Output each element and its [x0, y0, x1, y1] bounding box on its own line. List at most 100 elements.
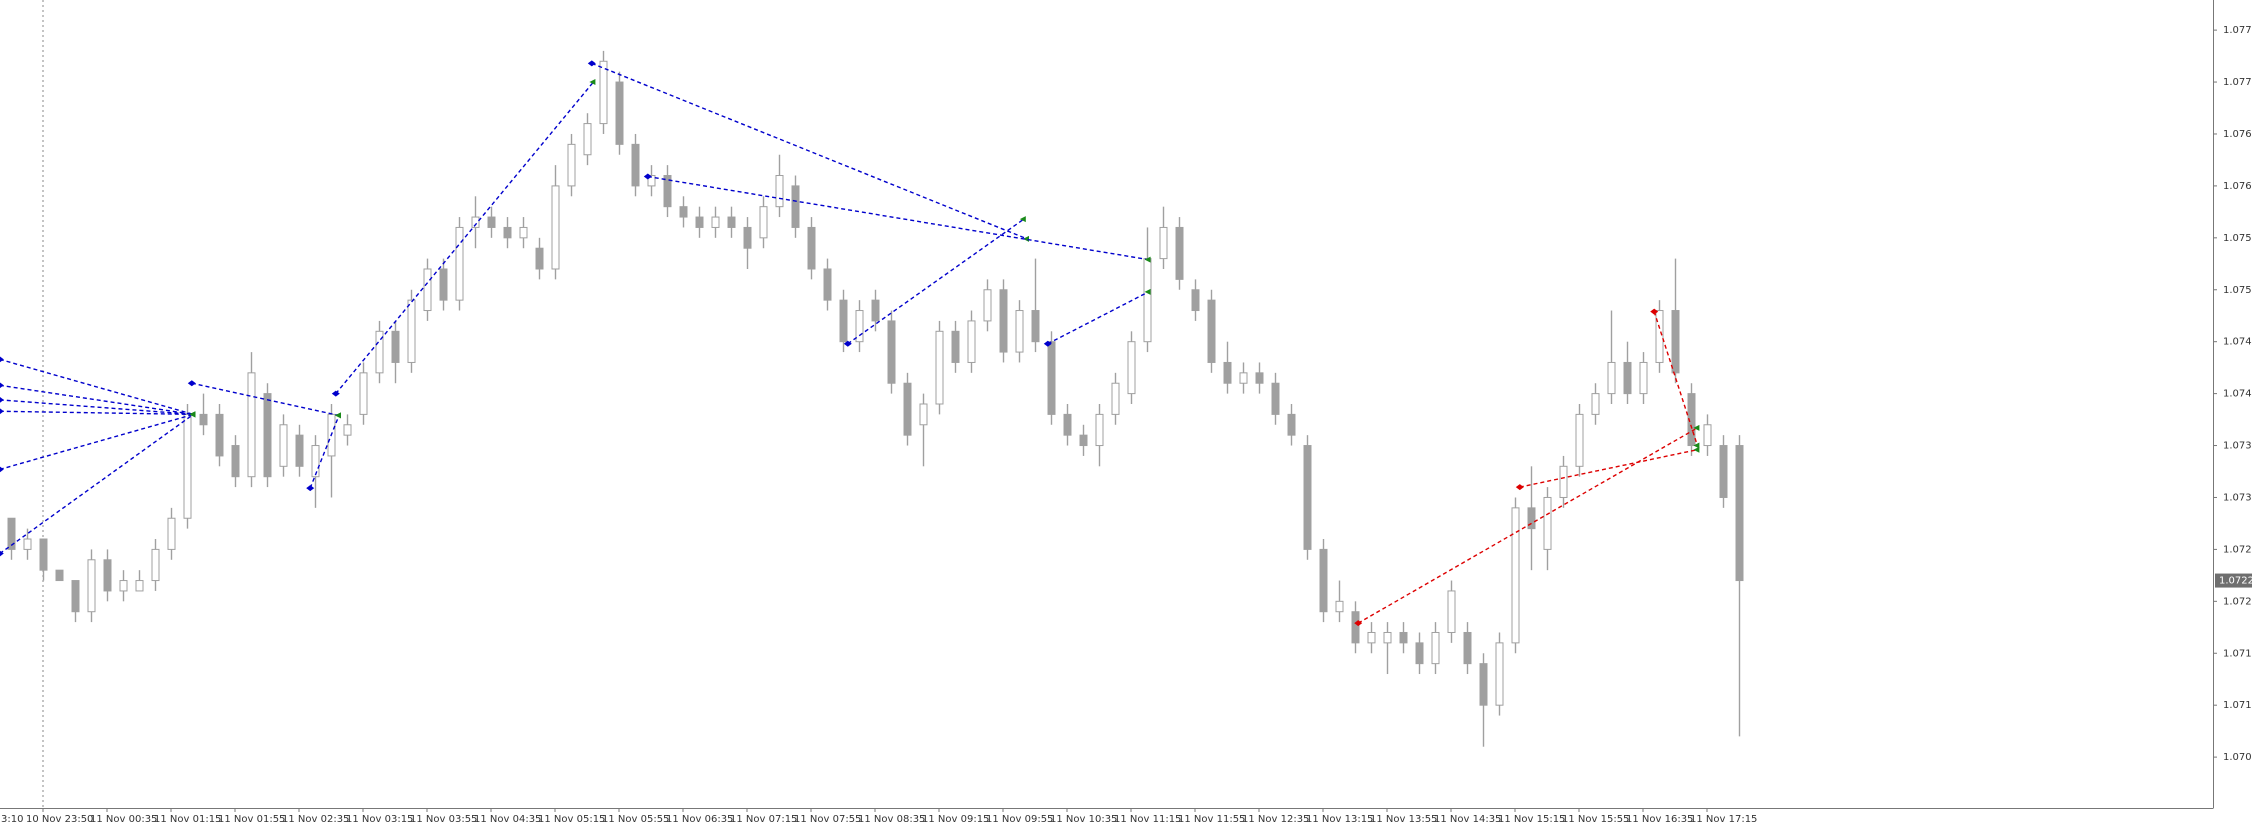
y-tick-label: 1.0750 — [2223, 285, 2252, 296]
candle-body — [1607, 361, 1616, 395]
candle-body — [1079, 434, 1088, 447]
y-tick-label: 1.0730 — [2223, 492, 2252, 503]
candle-body — [391, 330, 400, 363]
candle-body — [1639, 361, 1648, 395]
y-tick-label: 1.0725 — [2223, 544, 2252, 555]
candle-body — [1559, 465, 1568, 498]
candle-body — [487, 216, 496, 228]
candle-body — [1703, 424, 1712, 447]
trade-line — [1653, 311, 1699, 446]
trade-open-marker — [643, 173, 652, 180]
trade-open-marker — [1650, 308, 1659, 315]
trade-line — [847, 218, 1025, 345]
candle-body — [1239, 372, 1248, 384]
x-tick-label: 11 Nov 11:55 — [1178, 814, 1245, 825]
candle-body — [695, 216, 704, 228]
y-tick-label: 1.0715 — [2223, 648, 2252, 659]
x-tick-label: 11 Nov 09:55 — [986, 814, 1053, 825]
trade-close-marker — [1144, 288, 1151, 295]
trade-close-marker — [1693, 442, 1700, 449]
x-tick-label: 11 Nov 05:55 — [602, 814, 669, 825]
candle-body — [1175, 226, 1184, 280]
x-tick-label: 11 Nov 08:35 — [858, 814, 925, 825]
x-tick-label: 11 Nov 15:15 — [1498, 814, 1565, 825]
trade-open-marker — [0, 408, 4, 415]
candle-body — [1719, 445, 1728, 498]
candle-body — [215, 413, 224, 457]
trade-close-marker — [1023, 235, 1029, 242]
trade-open-marker — [0, 550, 4, 557]
candle-body — [951, 330, 960, 363]
candle-body — [231, 445, 240, 478]
candle-body — [1623, 361, 1632, 395]
candle-body — [183, 413, 192, 519]
y-tick-label: 1.0710 — [2223, 700, 2252, 711]
candle-body — [199, 413, 208, 426]
candle-body — [1095, 413, 1104, 447]
candle-body — [87, 559, 96, 613]
candle-body — [839, 299, 848, 343]
trade-open-marker — [0, 396, 4, 403]
candle-body — [1399, 631, 1408, 644]
candle-body — [583, 123, 592, 156]
candle-body — [7, 517, 16, 550]
candle-body — [1575, 413, 1584, 467]
trade-open-marker — [1043, 340, 1052, 347]
trade-open-marker — [0, 356, 4, 363]
x-tick-label: 11 Nov 01:15 — [154, 814, 221, 825]
candle-body — [119, 580, 128, 592]
last-price-label: 1.0722 — [2219, 576, 2252, 587]
candle-body — [375, 330, 384, 374]
trade-open-marker — [843, 340, 852, 347]
candle-body — [295, 434, 304, 467]
candle-body — [135, 580, 144, 592]
trade-line — [309, 415, 340, 489]
trade-line — [591, 62, 1028, 240]
candle-body — [471, 216, 480, 228]
y-tick-label: 1.0720 — [2223, 596, 2252, 607]
candle-body — [311, 445, 320, 478]
candle-body — [167, 517, 176, 550]
candle-body — [1271, 382, 1280, 415]
candle-body — [439, 268, 448, 301]
candle-body — [1255, 372, 1264, 384]
candle-body — [1383, 631, 1392, 644]
candle-body — [1319, 548, 1328, 613]
x-tick-label: 11 Nov 15:55 — [1562, 814, 1629, 825]
x-tick-label: 11 Nov 12:35 — [1242, 814, 1309, 825]
candle-body — [615, 81, 624, 145]
trade-close-marker — [1693, 446, 1700, 453]
x-tick-label: 10 Nov 23:50 — [26, 814, 93, 825]
candle-body — [1479, 663, 1488, 706]
y-tick-label: 1.0735 — [2223, 441, 2252, 452]
candle-body — [919, 403, 928, 426]
x-tick-label: 11 Nov 01:55 — [218, 814, 285, 825]
x-tick-label: 11 Nov 13:55 — [1370, 814, 1437, 825]
trade-line — [0, 358, 194, 416]
candle-body — [679, 206, 688, 218]
candle-body — [887, 320, 896, 384]
candle-body — [1463, 631, 1472, 665]
candle-body — [1335, 600, 1344, 613]
x-tick-label: 11 Nov 00:35 — [90, 814, 157, 825]
trade-open-marker — [306, 485, 315, 492]
candle-body — [967, 320, 976, 363]
candle-body — [1287, 413, 1296, 436]
trade-close-marker — [189, 411, 196, 418]
candle-body — [503, 226, 512, 239]
candle-body — [775, 175, 784, 208]
y-tick-label: 1.0765 — [2223, 129, 2252, 140]
x-tick-label: 11 Nov 13:15 — [1306, 814, 1373, 825]
x-tick-label: 11 Nov 17:15 — [1690, 814, 1757, 825]
x-tick-label: 11 Nov 06:35 — [666, 814, 733, 825]
trade-line — [1519, 449, 1698, 488]
trade-line — [647, 175, 1149, 261]
x-tick-label: 3:10 — [1, 814, 23, 825]
candle-body — [663, 175, 672, 208]
trade-open-marker — [0, 382, 4, 389]
trade-open-marker — [187, 380, 196, 387]
candle-body — [1735, 445, 1744, 582]
candle-body — [39, 538, 48, 571]
candle-body — [807, 226, 816, 270]
